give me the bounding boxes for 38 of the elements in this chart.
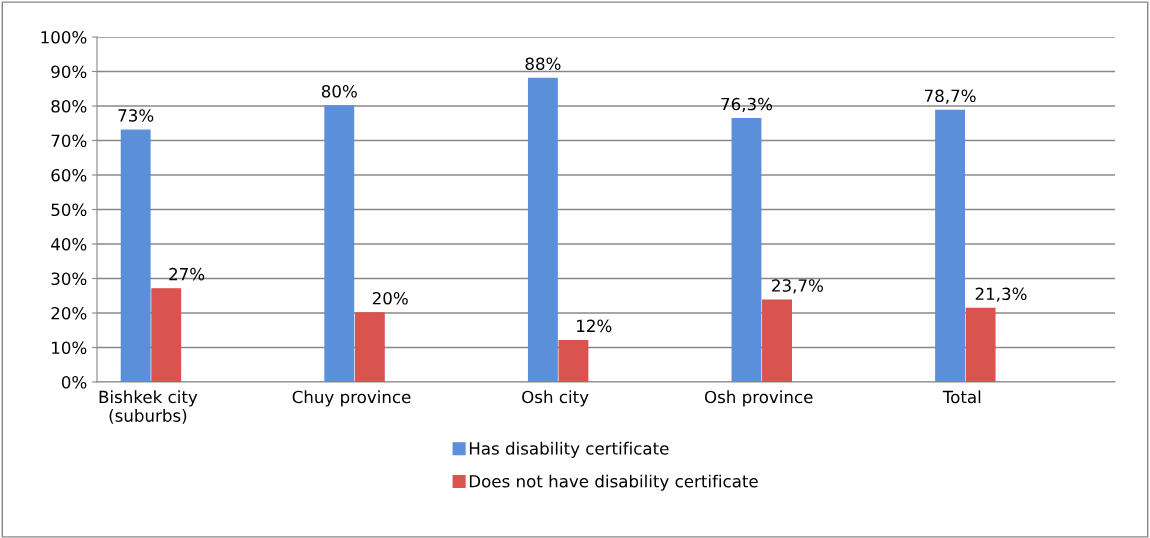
y-tick-label: 90% xyxy=(51,65,87,79)
y-tick-label: 60% xyxy=(51,168,87,182)
legend-label: Does not have disability certificate xyxy=(469,474,758,491)
y-tick-label: 70% xyxy=(51,134,87,148)
y-tick-label: 100% xyxy=(41,30,87,44)
y-tick-label: 80% xyxy=(51,99,87,113)
data-label: 78,7% xyxy=(924,89,976,104)
y-tick-label: 0% xyxy=(61,375,87,389)
bar xyxy=(762,299,792,382)
data-label: 23,7% xyxy=(772,279,823,294)
x-tick-label: Osh province xyxy=(704,390,813,407)
legend-label: Has disability certificate xyxy=(469,441,669,458)
y-tick-label: 50% xyxy=(51,203,87,217)
bar xyxy=(558,339,589,382)
data-label: 12% xyxy=(577,319,612,333)
bar xyxy=(151,288,182,382)
y-tick-label: 10% xyxy=(52,341,87,355)
data-label: 80% xyxy=(321,84,357,98)
data-label: 20% xyxy=(372,291,408,305)
x-tick-label: Osh city xyxy=(522,390,589,407)
data-label: 76,3% xyxy=(721,97,773,113)
bar xyxy=(354,312,385,382)
bar xyxy=(324,105,355,382)
x-tick-label: Total xyxy=(942,390,981,404)
data-label: 27% xyxy=(169,267,205,281)
y-tick-label: 40% xyxy=(51,237,87,251)
x-tick-label: Bishkek city (suburbs) xyxy=(99,390,198,424)
bar xyxy=(935,109,966,382)
bar xyxy=(120,129,151,382)
y-tick-label: 20% xyxy=(51,306,87,320)
bar xyxy=(731,118,762,382)
data-label: 88% xyxy=(525,57,561,70)
data-label: 21,3% xyxy=(975,287,1027,302)
y-tick-label: 30% xyxy=(51,272,87,286)
bar xyxy=(965,307,996,382)
bar xyxy=(527,77,558,382)
data-label: 73% xyxy=(118,109,154,122)
x-tick-label: Chuy province xyxy=(292,390,411,407)
